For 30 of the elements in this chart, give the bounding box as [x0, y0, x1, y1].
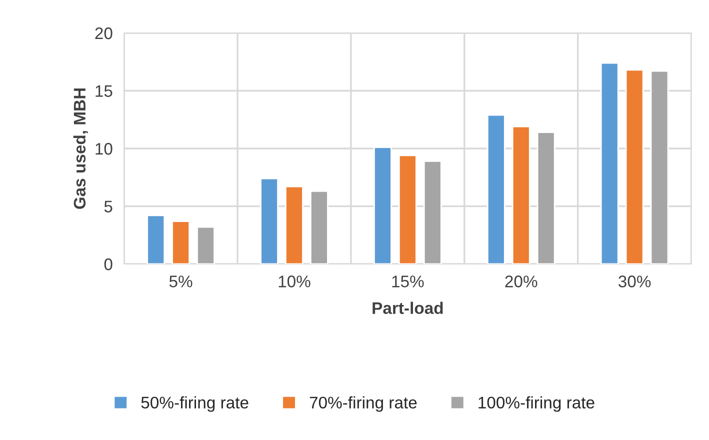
y-axis-title: Gas used, MBH	[73, 88, 88, 209]
bar	[196, 226, 215, 264]
y-tick-label: 15	[96, 85, 112, 97]
bar	[536, 132, 556, 264]
x-tick-label: 15%	[392, 276, 424, 288]
bar	[625, 69, 644, 264]
bar	[172, 220, 190, 264]
x-axis-title: Part-load	[372, 302, 443, 314]
y-tick-label: 10	[96, 142, 112, 155]
bar	[423, 160, 442, 264]
x-tick-label: 30%	[618, 276, 651, 288]
bar	[310, 190, 328, 264]
x-tick-label: 10%	[278, 276, 310, 288]
bar	[146, 214, 166, 264]
bar	[374, 146, 392, 264]
bar	[512, 126, 530, 264]
bar	[260, 178, 278, 264]
bar	[486, 114, 506, 264]
y-tick-label: 20	[95, 27, 112, 40]
bar	[398, 154, 417, 264]
bar	[285, 186, 304, 264]
bar	[600, 62, 619, 264]
y-tick-label: 0	[104, 258, 112, 270]
x-tick-label: 5%	[169, 276, 192, 288]
bar	[650, 70, 669, 264]
legend-label: 50%-firing rate	[141, 396, 248, 412]
x-tick-label: 20%	[505, 276, 538, 288]
legend-label: 70%-firing rate	[310, 396, 417, 412]
y-tick-label: 5	[104, 200, 112, 212]
legend-label: 100%-firing rate	[478, 396, 594, 412]
